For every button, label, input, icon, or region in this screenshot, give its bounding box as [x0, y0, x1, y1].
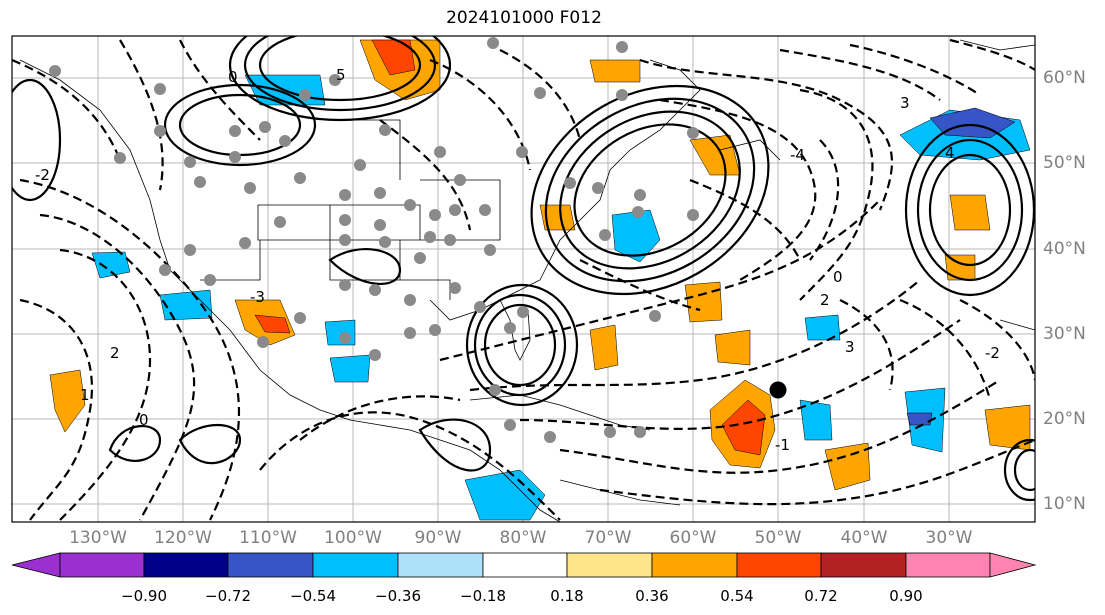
colorbar-swatch: [59, 552, 145, 578]
contour-label: 3: [900, 94, 910, 112]
colorbar: [11, 552, 1037, 578]
fill-blue-west3: [329, 354, 371, 383]
colorbar-extend-high: [989, 552, 1037, 578]
contour-labels: 5 4 3 3 2 2 1 0 0 0 -1 -2 -2 -3 -4: [35, 66, 1000, 454]
lon-label: 90°W: [414, 528, 462, 548]
contour-label: 2: [820, 291, 830, 309]
fill-orange-far: [984, 404, 1031, 451]
contour-label: -4: [790, 146, 805, 164]
colorbar-swatch: [143, 552, 229, 578]
fill-orange-midatl: [684, 281, 723, 323]
lat-label: 60°N: [1043, 68, 1086, 88]
fill-orange-subtrop2: [714, 329, 751, 366]
colorbar-tick-label: 0.54: [720, 587, 754, 605]
lon-label: 60°W: [669, 528, 717, 548]
colorbar-tick-label: −0.54: [290, 587, 336, 605]
colorbar-swatch: [651, 552, 738, 578]
colorbar-swatch: [905, 552, 991, 578]
colorbar-extend-low: [11, 552, 61, 578]
colorbar-tick-label: 0.90: [889, 587, 923, 605]
contour-label: 3: [845, 338, 855, 356]
fill-blue-west1: [159, 289, 213, 321]
fill-orange-pac: [49, 369, 86, 433]
lon-label: 100°W: [324, 528, 382, 548]
colorbar-swatch: [312, 552, 399, 578]
colorbar-swatch: [482, 552, 568, 578]
lat-label: 30°N: [1043, 324, 1086, 344]
colorbar-tick-label: −0.36: [375, 587, 421, 605]
fill-orange-atl: [589, 59, 641, 83]
contour-label: 2: [110, 344, 120, 362]
fill-blue-pac: [91, 251, 131, 279]
colorbar-swatch: [397, 552, 484, 578]
lat-label: 20°N: [1043, 409, 1086, 429]
negative-contours: [12, 38, 1035, 521]
contour-label: -2: [35, 166, 50, 184]
coastlines: [19, 39, 1035, 522]
lon-label: 50°W: [754, 528, 802, 548]
contour-label: 5: [336, 66, 346, 84]
lat-label: 50°N: [1043, 153, 1086, 173]
colorbar-tick-label: 0.72: [804, 587, 838, 605]
contour-label: 0: [139, 411, 149, 429]
colorbar-tick-label: −0.72: [205, 587, 251, 605]
fill-blue-atl2: [804, 314, 841, 341]
fill-red-subtrop: [721, 399, 766, 456]
contour-label: 0: [228, 68, 238, 86]
colorbar-tick-label: 0.18: [550, 587, 584, 605]
lon-label: 30°W: [925, 528, 973, 548]
fill-orange-ne: [949, 194, 991, 231]
colorbar-swatch: [820, 552, 907, 578]
lat-label: 10°N: [1043, 494, 1086, 514]
lon-label: 130°W: [69, 528, 127, 548]
contour-label: -2: [985, 344, 1000, 362]
colorbar-tick-label: 0.36: [635, 587, 669, 605]
lon-label: 70°W: [584, 528, 632, 548]
colorbar-swatch: [736, 552, 822, 578]
contour-label: 0: [833, 268, 843, 286]
grey-stipple: [49, 37, 699, 443]
fill-red-mex: [254, 314, 291, 334]
fill-orange-gulf: [589, 324, 619, 371]
lon-label: 40°W: [840, 528, 888, 548]
fill-blue-mid: [799, 399, 833, 441]
lat-label: 40°N: [1043, 239, 1086, 259]
map-plot: 5 4 3 3 2 2 1 0 0 0 -1 -2 -2 -3 -4: [11, 35, 1036, 523]
colorbar-swatch: [566, 552, 653, 578]
storm-center-marker: [769, 381, 787, 399]
lon-label: 80°W: [499, 528, 547, 548]
map-frame: [11, 35, 1036, 523]
lon-label: 120°W: [154, 528, 212, 548]
contour-label: 4: [945, 144, 955, 162]
plot-title: 2024101000 F012: [446, 8, 602, 28]
colorbar-tick-label: −0.18: [460, 587, 506, 605]
contour-label: -3: [250, 288, 265, 306]
contour-label: -1: [775, 436, 790, 454]
fill-orange-east: [824, 442, 871, 491]
lon-label: 110°W: [239, 528, 297, 548]
contour-label: 1: [80, 386, 90, 404]
fill-purple-east: [906, 412, 933, 426]
colorbar-swatch: [227, 552, 314, 578]
colorbar-tick-label: −0.90: [121, 587, 167, 605]
